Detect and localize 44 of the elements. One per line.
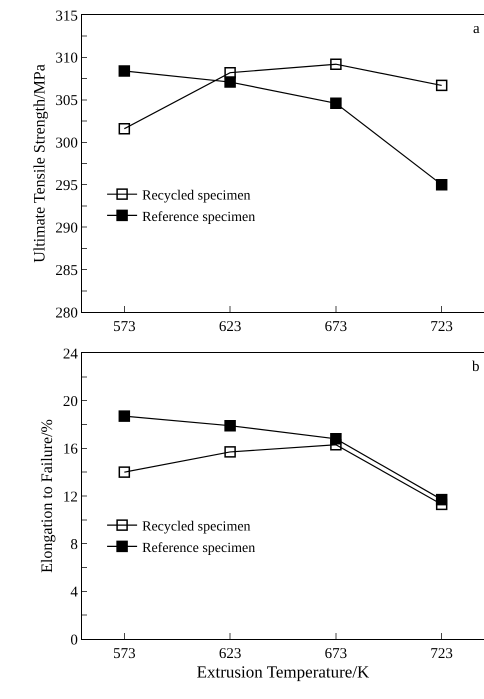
legend-label: Recycled specimen xyxy=(142,188,251,204)
x-tick-label: 723 xyxy=(430,319,453,336)
y-tick-label: 295 xyxy=(55,178,78,194)
y-tick-label: 310 xyxy=(55,50,78,67)
point xyxy=(118,122,130,134)
point xyxy=(436,178,448,190)
y-tick-label: 315 xyxy=(55,8,78,24)
y-axis-title: Ultimate Tensile Strength/MPa xyxy=(31,64,48,263)
x-tick-label: 723 xyxy=(430,646,453,662)
legend-label: Reference specimen xyxy=(142,540,256,556)
legend-label: Recycled specimen xyxy=(142,520,251,535)
x-axis-title: Extrusion Temperature/K xyxy=(196,662,370,682)
y-tick-label: 300 xyxy=(55,136,78,152)
point xyxy=(436,80,448,92)
y-tick-label: 4 xyxy=(70,584,78,601)
x-tick-label: 673 xyxy=(324,319,348,336)
x-tick-label: 673 xyxy=(324,646,348,662)
y-tick-label: 0 xyxy=(70,632,78,648)
y-tick-label: 290 xyxy=(55,220,78,236)
point xyxy=(436,498,448,510)
point xyxy=(224,420,236,432)
point xyxy=(118,65,130,77)
y-tick-label: 285 xyxy=(55,262,78,279)
point xyxy=(330,58,342,70)
y-tick-label: 8 xyxy=(70,536,78,553)
y-tick-label: 12 xyxy=(62,489,78,506)
point xyxy=(224,66,236,78)
annotation: b xyxy=(472,359,480,375)
x-tick-label: 623 xyxy=(218,646,242,662)
y-tick-label: 20 xyxy=(62,394,78,410)
x-tick-label: 623 xyxy=(218,319,242,336)
point xyxy=(118,410,130,422)
y-axis-title: Elongation to Failure/% xyxy=(38,419,56,573)
point xyxy=(224,446,236,458)
point xyxy=(118,466,130,478)
point xyxy=(330,98,342,109)
legend-label: Reference specimen xyxy=(142,210,256,225)
annotation: a xyxy=(473,21,480,37)
x-tick-label: 573 xyxy=(113,646,136,662)
y-tick-label: 24 xyxy=(62,346,78,362)
y-tick-label: 305 xyxy=(55,93,78,110)
y-tick-label: 280 xyxy=(55,305,78,322)
y-tick-label: 16 xyxy=(62,442,78,458)
x-tick-label: 573 xyxy=(113,319,136,336)
